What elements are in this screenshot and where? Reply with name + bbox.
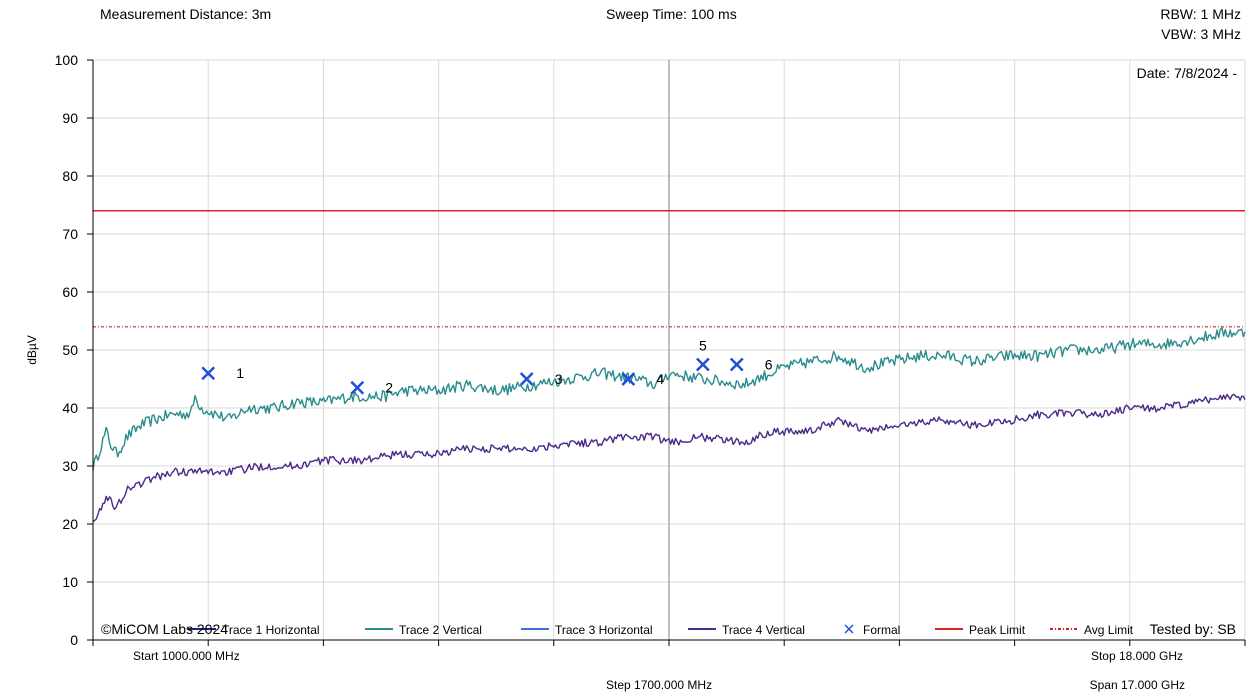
marker-x-stroke xyxy=(621,372,636,386)
traces xyxy=(92,327,1246,523)
y-tick-label: 60 xyxy=(62,284,78,300)
x-start-label: Start 1000.000 MHz xyxy=(133,649,240,663)
marker-x-stroke xyxy=(519,372,534,386)
grid xyxy=(93,59,1246,640)
y-tick-label: 10 xyxy=(62,574,78,590)
date-label: Date: 7/8/2024 - xyxy=(1137,65,1238,81)
y-tick-label: 40 xyxy=(62,400,78,416)
y-tick-label: 80 xyxy=(62,168,78,184)
legend-item: Trace 1 Horizontal xyxy=(188,623,320,637)
legend: Trace 1 Horizontal Trace 2 Vertical Trace … xyxy=(188,623,1134,637)
measurement-distance: Measurement Distance: 3m xyxy=(100,6,272,22)
rbw: RBW: 1 MHz xyxy=(1160,6,1241,22)
y-tick-label: 90 xyxy=(62,110,78,126)
legend-label: Avg Limit xyxy=(1084,623,1134,637)
formal-marker: 5 xyxy=(695,338,710,372)
marker-x-stroke xyxy=(350,380,365,395)
legend-item: Avg Limit xyxy=(1050,623,1134,637)
formal-marker: 6 xyxy=(729,357,773,373)
formal-marker: 3 xyxy=(519,371,563,387)
formal-marker: 2 xyxy=(350,380,393,396)
tested-by: Tested by: SB xyxy=(1150,621,1236,637)
formal-marker: 1 xyxy=(201,365,244,381)
legend-label: Formal xyxy=(863,623,900,637)
trace-trace-2-vertical xyxy=(92,327,1246,471)
x-ticks xyxy=(92,640,1246,646)
y-tick-label: 100 xyxy=(55,52,79,68)
legend-x-symbol xyxy=(844,624,854,634)
y-tick-label: 50 xyxy=(62,342,78,358)
sweep-time: Sweep Time: 100 ms xyxy=(606,6,737,22)
marker-x-stroke xyxy=(201,366,216,381)
copyright: ©MiCOM Labs 2024 xyxy=(101,621,228,637)
legend-item: Trace 2 Vertical xyxy=(365,623,482,637)
legend-label: Trace 3 Horizontal xyxy=(555,623,653,637)
legend-item: Formal xyxy=(844,623,900,637)
formal-markers: 1 2 3 4 5 6 xyxy=(201,338,773,396)
legend-item: Peak Limit xyxy=(935,623,1026,637)
y-axis-label: dBµV xyxy=(25,335,39,365)
marker-label: 3 xyxy=(555,371,563,387)
legend-item: Trace 3 Horizontal xyxy=(521,623,653,637)
marker-label: 6 xyxy=(765,357,773,373)
legend-item: Trace 4 Vertical xyxy=(688,623,805,637)
legend-label: Trace 1 Horizontal xyxy=(222,623,320,637)
x-stop-label: Stop 18.000 GHz xyxy=(1091,649,1183,663)
x-span-label: Span 17.000 GHz xyxy=(1090,678,1185,692)
y-tick-label: 20 xyxy=(62,516,78,532)
y-tick-label: 70 xyxy=(62,226,78,242)
formal-marker: 4 xyxy=(621,371,664,387)
marker-label: 4 xyxy=(656,371,664,387)
y-tick-label: 0 xyxy=(70,632,78,648)
trace-trace-4-vertical xyxy=(92,393,1246,523)
y-axis: 0 10 20 30 40 50 60 70 80 90 100 xyxy=(55,52,94,648)
limit-lines xyxy=(93,210,1245,328)
legend-label: Peak Limit xyxy=(969,623,1026,637)
marker-label: 5 xyxy=(699,338,707,354)
vbw: VBW: 3 MHz xyxy=(1161,26,1241,42)
y-tick-label: 30 xyxy=(62,458,78,474)
x-step-label: Step 1700.000 MHz xyxy=(606,678,712,692)
marker-label: 1 xyxy=(236,365,244,381)
legend-label: Trace 2 Vertical xyxy=(399,623,482,637)
legend-label: Trace 4 Vertical xyxy=(722,623,805,637)
marker-x-stroke xyxy=(695,357,710,372)
marker-x-stroke xyxy=(729,357,744,372)
marker-label: 2 xyxy=(385,380,393,396)
